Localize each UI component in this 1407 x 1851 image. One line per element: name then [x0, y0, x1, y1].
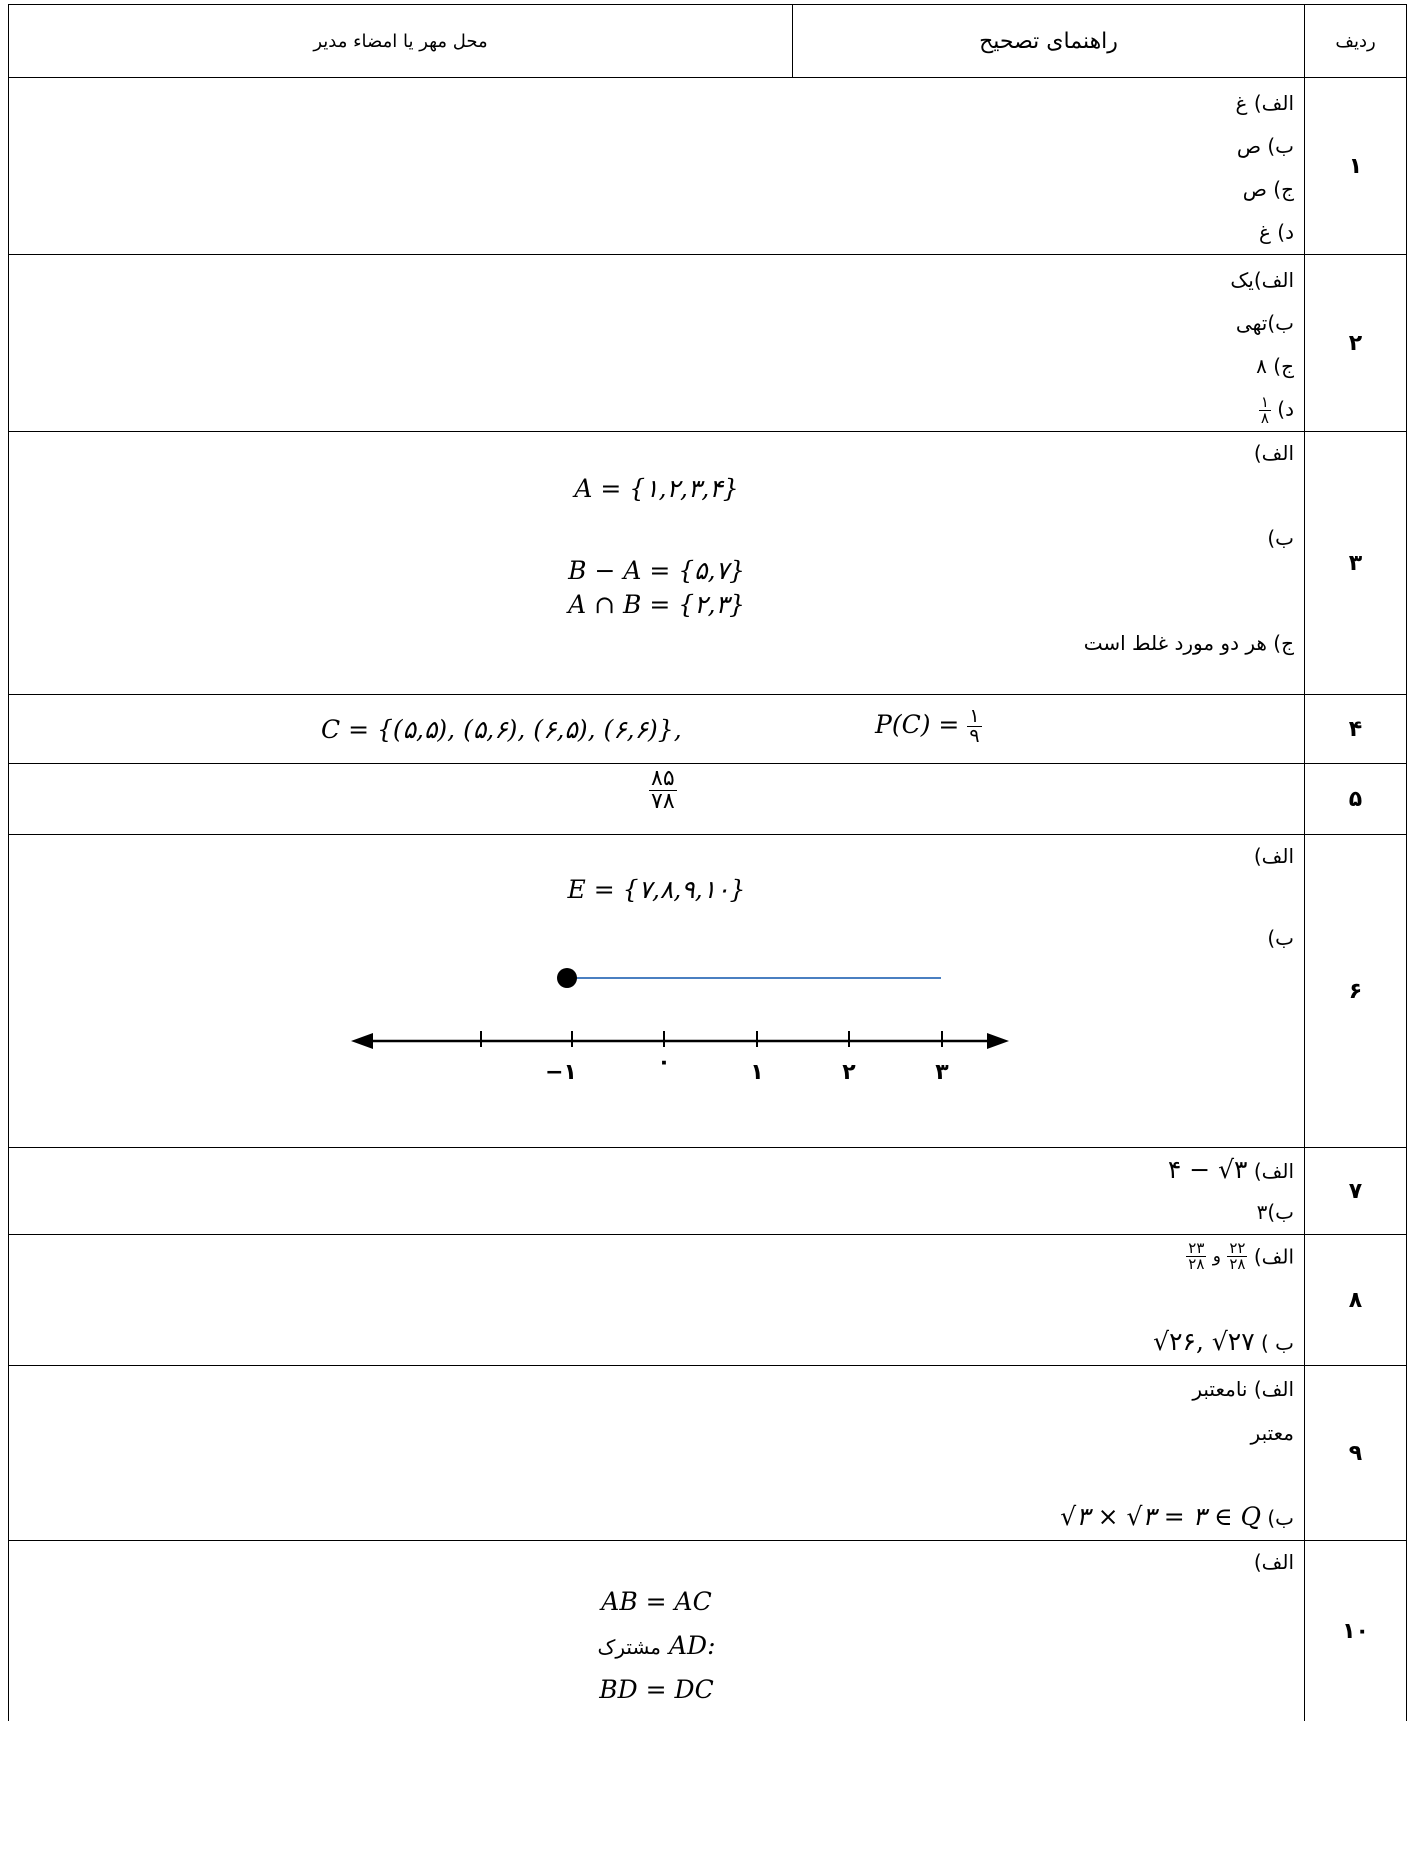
answer-1b: ب) ص	[1236, 134, 1294, 158]
answer-5-fraction: ۸۵ ۷۸	[649, 766, 677, 814]
row-number: ۸	[1304, 1234, 1407, 1366]
table-row: ۸۵ ۷۸ ۵	[8, 763, 1407, 835]
row-number: ۵	[1304, 763, 1407, 835]
axis-arrow-left	[351, 1033, 373, 1049]
table-row: الف) نامعتبر معتبر ب) √۳ × √۳ = ۳ ∈ Q ۹	[8, 1365, 1407, 1541]
answer-10-math3: BD = DC	[599, 1675, 714, 1704]
answer-6a-label: الف)	[1253, 844, 1294, 868]
answer-10a-label: الف)	[1253, 1550, 1294, 1574]
axis-arrow-right	[987, 1033, 1009, 1049]
answer-6a-math: E = {۷,۸,۹,۱۰}	[567, 875, 746, 904]
axis-tick-label: ۳	[935, 1060, 949, 1085]
answer-key-table: محل مهر یا امضاء مدیر راهنمای تصحیح ردیف…	[8, 4, 1407, 1721]
row-column-header: ردیف	[1304, 4, 1407, 78]
row-number: ۴	[1304, 694, 1407, 764]
answer-3b-math2: A ∩ B = {۲,۳}	[568, 590, 745, 619]
answer-8a: الف) ۲۲ ۲۸ و ۲۳ ۲۸	[1186, 1239, 1294, 1273]
answer-8b: ب ) √۲۶, √۲۷	[1153, 1327, 1294, 1356]
answer-1c: ج) ص	[1242, 177, 1294, 201]
closed-endpoint	[557, 968, 577, 988]
answer-4-set: C = {(۵,۵), (۵,۶), (۶,۵), (۶,۶)},	[321, 715, 682, 744]
axis-tick-label: −۱	[545, 1060, 577, 1085]
answer-10-math1: AB = AC	[601, 1587, 712, 1616]
guide-column-header: راهنمای تصحیح	[792, 4, 1305, 78]
answer-3a-math: A = {۱,۲,۳,۴}	[574, 474, 739, 503]
row-number: ۱	[1304, 77, 1407, 255]
answer-3a-label: الف)	[1253, 441, 1294, 465]
answer-1d: د) غ	[1259, 220, 1294, 244]
table-row: الف) ۲۲ ۲۸ و ۲۳ ۲۸ ب ) √۲۶, √۲۷ ۸	[8, 1234, 1407, 1366]
row-number: ۱۰	[1304, 1540, 1407, 1721]
table-row: C = {(۵,۵), (۵,۶), (۶,۵), (۶,۶)}, P(C) =…	[8, 694, 1407, 764]
table-row: الف) ۴ − √۳ ب)۳ ۷	[8, 1147, 1407, 1235]
axis-tick-label: ۲	[842, 1060, 856, 1085]
row-number: ۶	[1304, 834, 1407, 1148]
table-row: الف) غ ب) ص ج) ص د) غ ۱	[8, 77, 1407, 255]
answer-2a: الف)یک	[1230, 268, 1294, 292]
answer-3c: ج) هر دو مورد غلط است	[1083, 631, 1294, 655]
answer-7a: الف) ۴ − √۳	[1167, 1155, 1294, 1184]
answer-1a: الف) غ	[1235, 91, 1294, 115]
row-number: ۳	[1304, 431, 1407, 695]
answer-3b-label: ب)	[1267, 526, 1294, 550]
row-number: ۹	[1304, 1365, 1407, 1541]
number-line-diagram: −۱ ۰ ۱ ۲ ۳	[351, 968, 1009, 1085]
answer-6b-label: ب)	[1267, 926, 1294, 950]
axis-tick-label: ۱	[750, 1060, 763, 1085]
answer-9b: ب) √۳ × √۳ = ۳ ∈ Q	[1060, 1502, 1294, 1531]
header-row: محل مهر یا امضاء مدیر راهنمای تصحیح ردیف	[8, 4, 1407, 78]
answer-7b: ب)۳	[1256, 1200, 1294, 1224]
row-number: ۲	[1304, 254, 1407, 432]
table-row: الف) AB = AC مشترک AD: BD = DC ۱۰	[8, 1540, 1407, 1721]
table-row: الف) E = {۷,۸,۹,۱۰} ب) −۱ ۰ ۱ ۲ ۳	[8, 834, 1407, 1148]
answer-2b: ب)تهی	[1235, 311, 1294, 335]
row-number: ۷	[1304, 1147, 1407, 1235]
answer-10-math2: مشترک AD:	[597, 1631, 716, 1660]
answer-9a: الف) نامعتبر	[1192, 1377, 1294, 1401]
axis-tick-label: ۰	[657, 1050, 670, 1075]
answer-3b-math1: B − A = {۵,۷}	[568, 556, 745, 585]
answer-9a-2: معتبر	[1250, 1421, 1294, 1445]
answer-2c: ج) ۸	[1256, 354, 1294, 378]
table-row: الف) A = {۱,۲,۳,۴} ب) B − A = {۵,۷} A ∩ …	[8, 431, 1407, 695]
seal-column-header: محل مهر یا امضاء مدیر	[8, 4, 793, 78]
